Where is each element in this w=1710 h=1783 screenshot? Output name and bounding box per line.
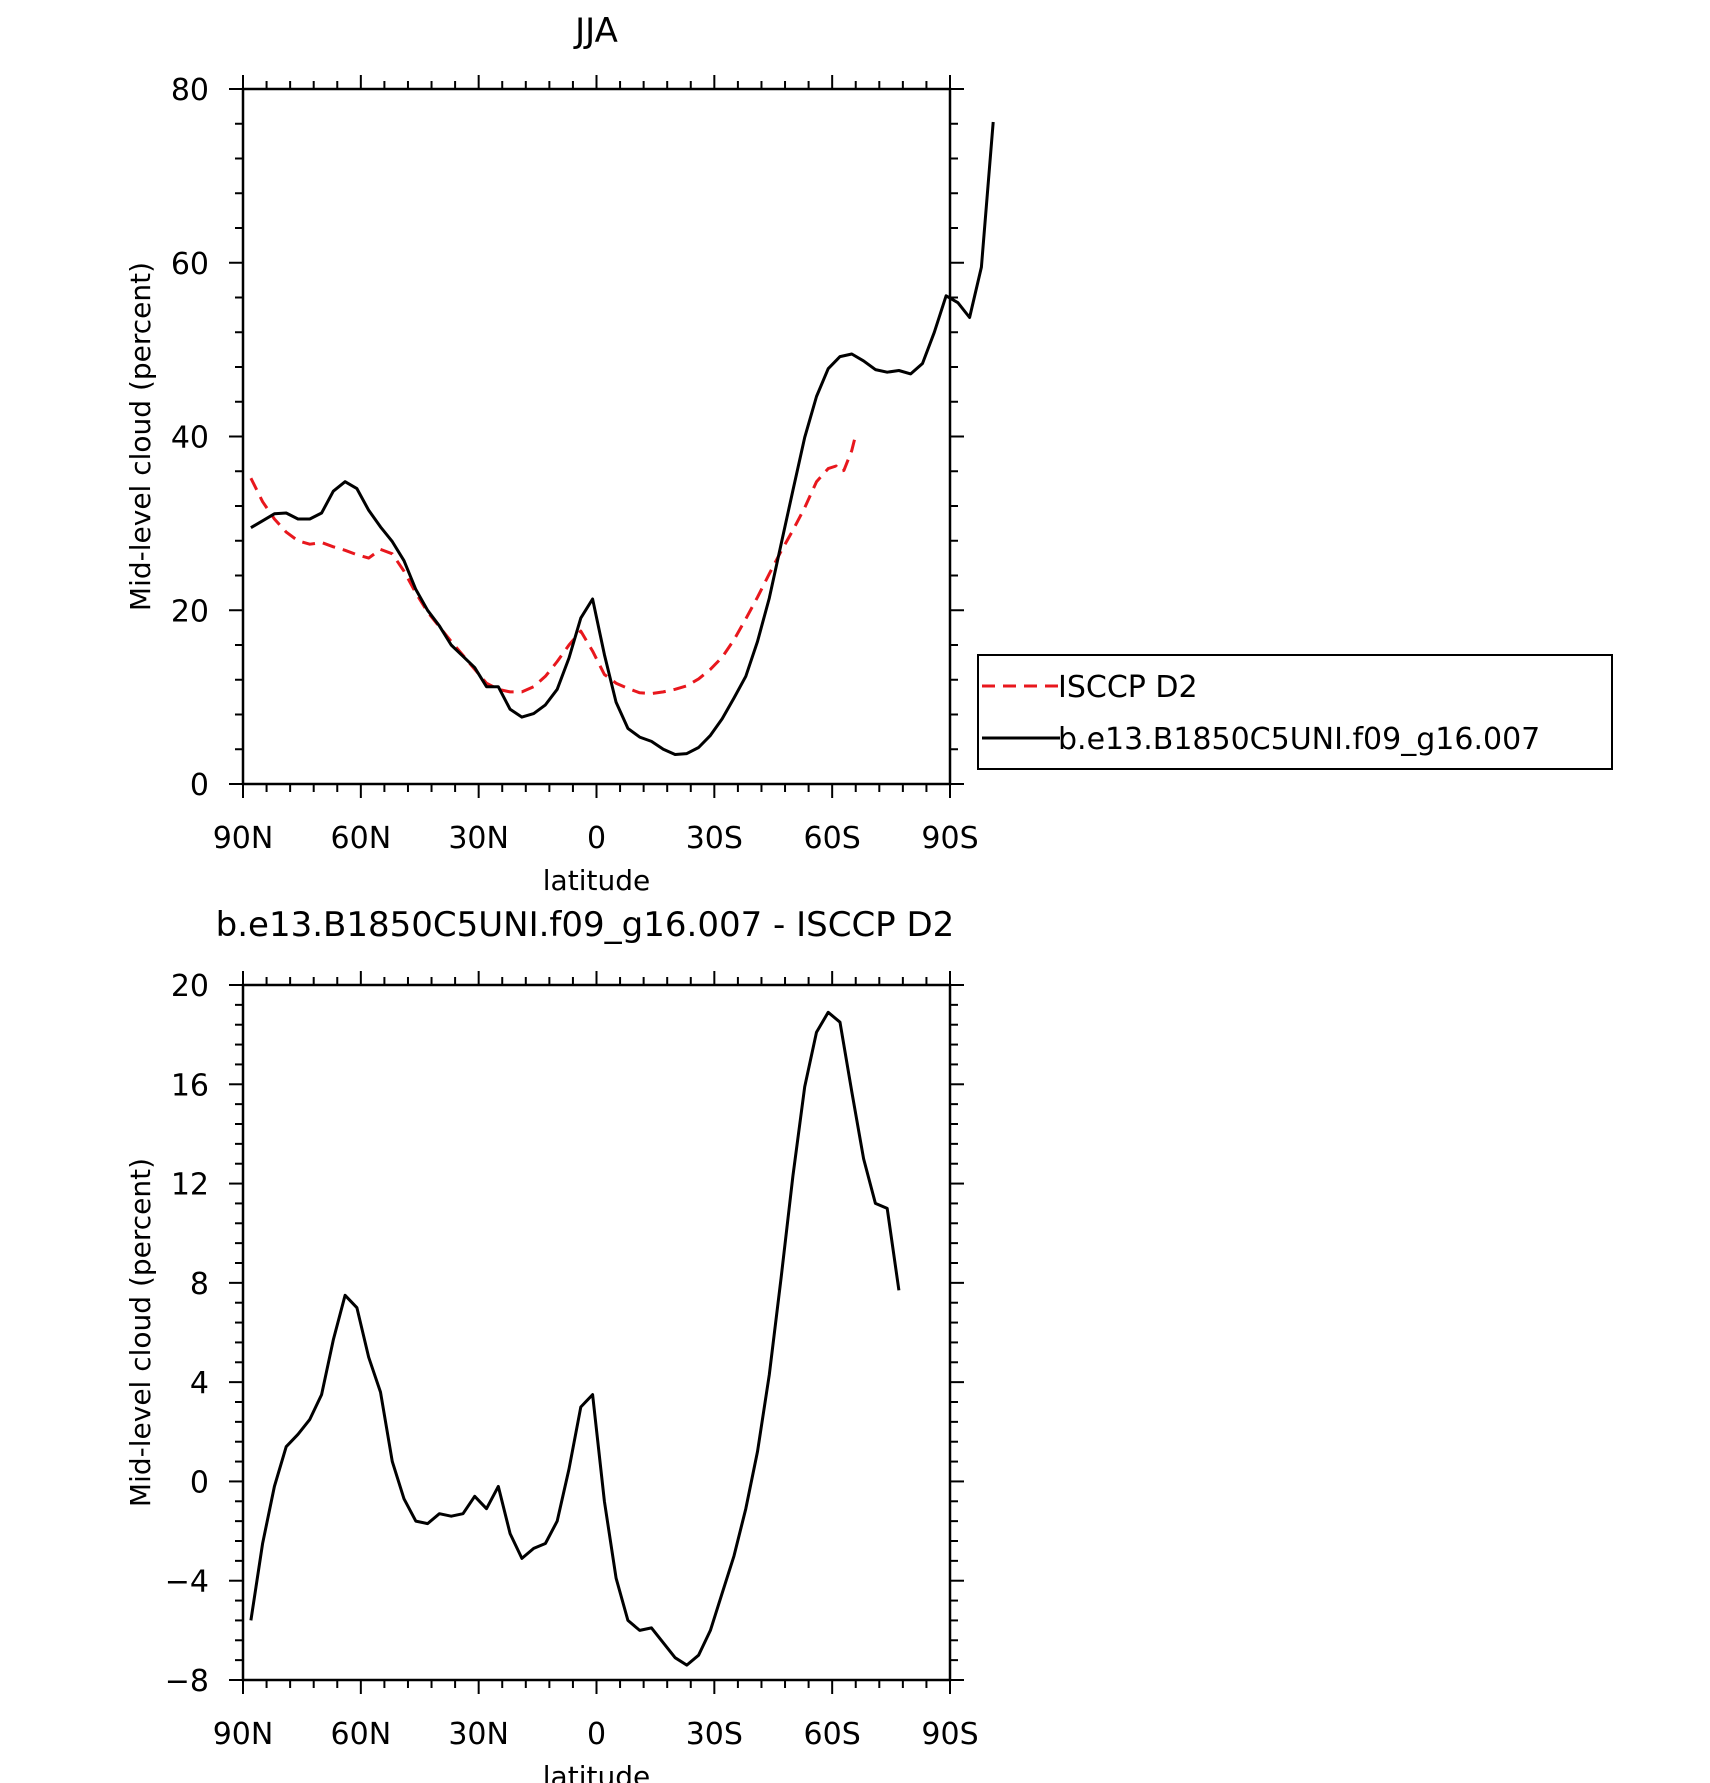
bottom-chart-y-tick-label: 16 [171, 1068, 209, 1103]
bottom-chart-x-tick-label: 90N [213, 1717, 274, 1752]
top-chart-y-tick-label: 0 [190, 768, 209, 803]
top-chart-frame [241, 87, 952, 786]
bottom-chart-y-tick-label: −8 [165, 1664, 209, 1699]
top-chart-series-line-1 [250, 121, 995, 756]
legend: ISCCP D2 b.e13.B1850C5UNI.f09_g16.007 [977, 654, 1613, 770]
legend-box [977, 654, 1613, 770]
top-chart-y-axis-label: Mid-level cloud (percent) [124, 262, 157, 611]
bottom-chart-x-tick-label: 30N [448, 1717, 509, 1752]
top-chart-series-line-0 [249, 434, 858, 696]
top-chart-x-tick-label: 30S [686, 821, 743, 856]
top-chart-x-tick-label: 60S [804, 821, 861, 856]
bottom-chart-y-tick-label: 0 [190, 1465, 209, 1500]
bottom-chart-title: b.e13.B1850C5UNI.f09_g16.007 - ISCCP D2 [216, 905, 955, 945]
bottom-chart-y-tick-label: 20 [171, 969, 209, 1004]
top-chart: 90N 60N 30N 0 30S 60S 90S 0 20 40 60 80 JJA latitud… [124, 11, 995, 897]
bottom-chart-x-tick-label: 30S [686, 1717, 743, 1752]
top-chart-x-tick-label: 90N [213, 821, 274, 856]
bottom-chart-x-tick-label: 0 [587, 1717, 606, 1752]
bottom-chart-x-tick-label: 90S [921, 1717, 978, 1752]
bottom-chart-y-tick-label: 4 [190, 1366, 209, 1401]
top-chart-x-axis-label: latitude [543, 864, 650, 897]
top-chart-x-tick-label: 60N [331, 821, 392, 856]
top-chart-title: JJA [573, 11, 618, 51]
top-chart-x-tick-label: 90S [921, 821, 978, 856]
bottom-chart-y-tick-label: 8 [190, 1267, 209, 1302]
bottom-chart-y-axis-label: Mid-level cloud (percent) [124, 1158, 157, 1507]
bottom-chart-x-tick-label: 60N [331, 1717, 392, 1752]
top-chart-y-tick-label: 20 [171, 594, 209, 629]
bottom-chart-series-line-0 [249, 1010, 901, 1667]
top-chart-y-tick-label: 40 [171, 421, 209, 456]
bottom-chart-x-tick-label: 60S [804, 1717, 861, 1752]
bottom-chart-y-tick-label: −4 [165, 1565, 209, 1600]
bottom-chart-x-axis-label: latitude [543, 1760, 650, 1783]
bottom-chart-frame [241, 983, 952, 1682]
legend-label-model: b.e13.B1850C5UNI.f09_g16.007 [1058, 722, 1540, 757]
top-chart-x-tick-label: 30N [448, 821, 509, 856]
legend-label-isccp-d2: ISCCP D2 [1058, 670, 1198, 705]
top-chart-x-tick-label: 0 [587, 821, 606, 856]
bottom-chart-y-tick-label: 12 [171, 1168, 209, 1203]
bottom-chart: 90N 60N 30N 0 30S 60S 90S −8 −4 0 4 8 12 16 20 b.e13.B… [124, 905, 979, 1783]
top-chart-y-tick-label: 80 [171, 73, 209, 108]
top-chart-y-tick-label: 60 [171, 247, 209, 282]
